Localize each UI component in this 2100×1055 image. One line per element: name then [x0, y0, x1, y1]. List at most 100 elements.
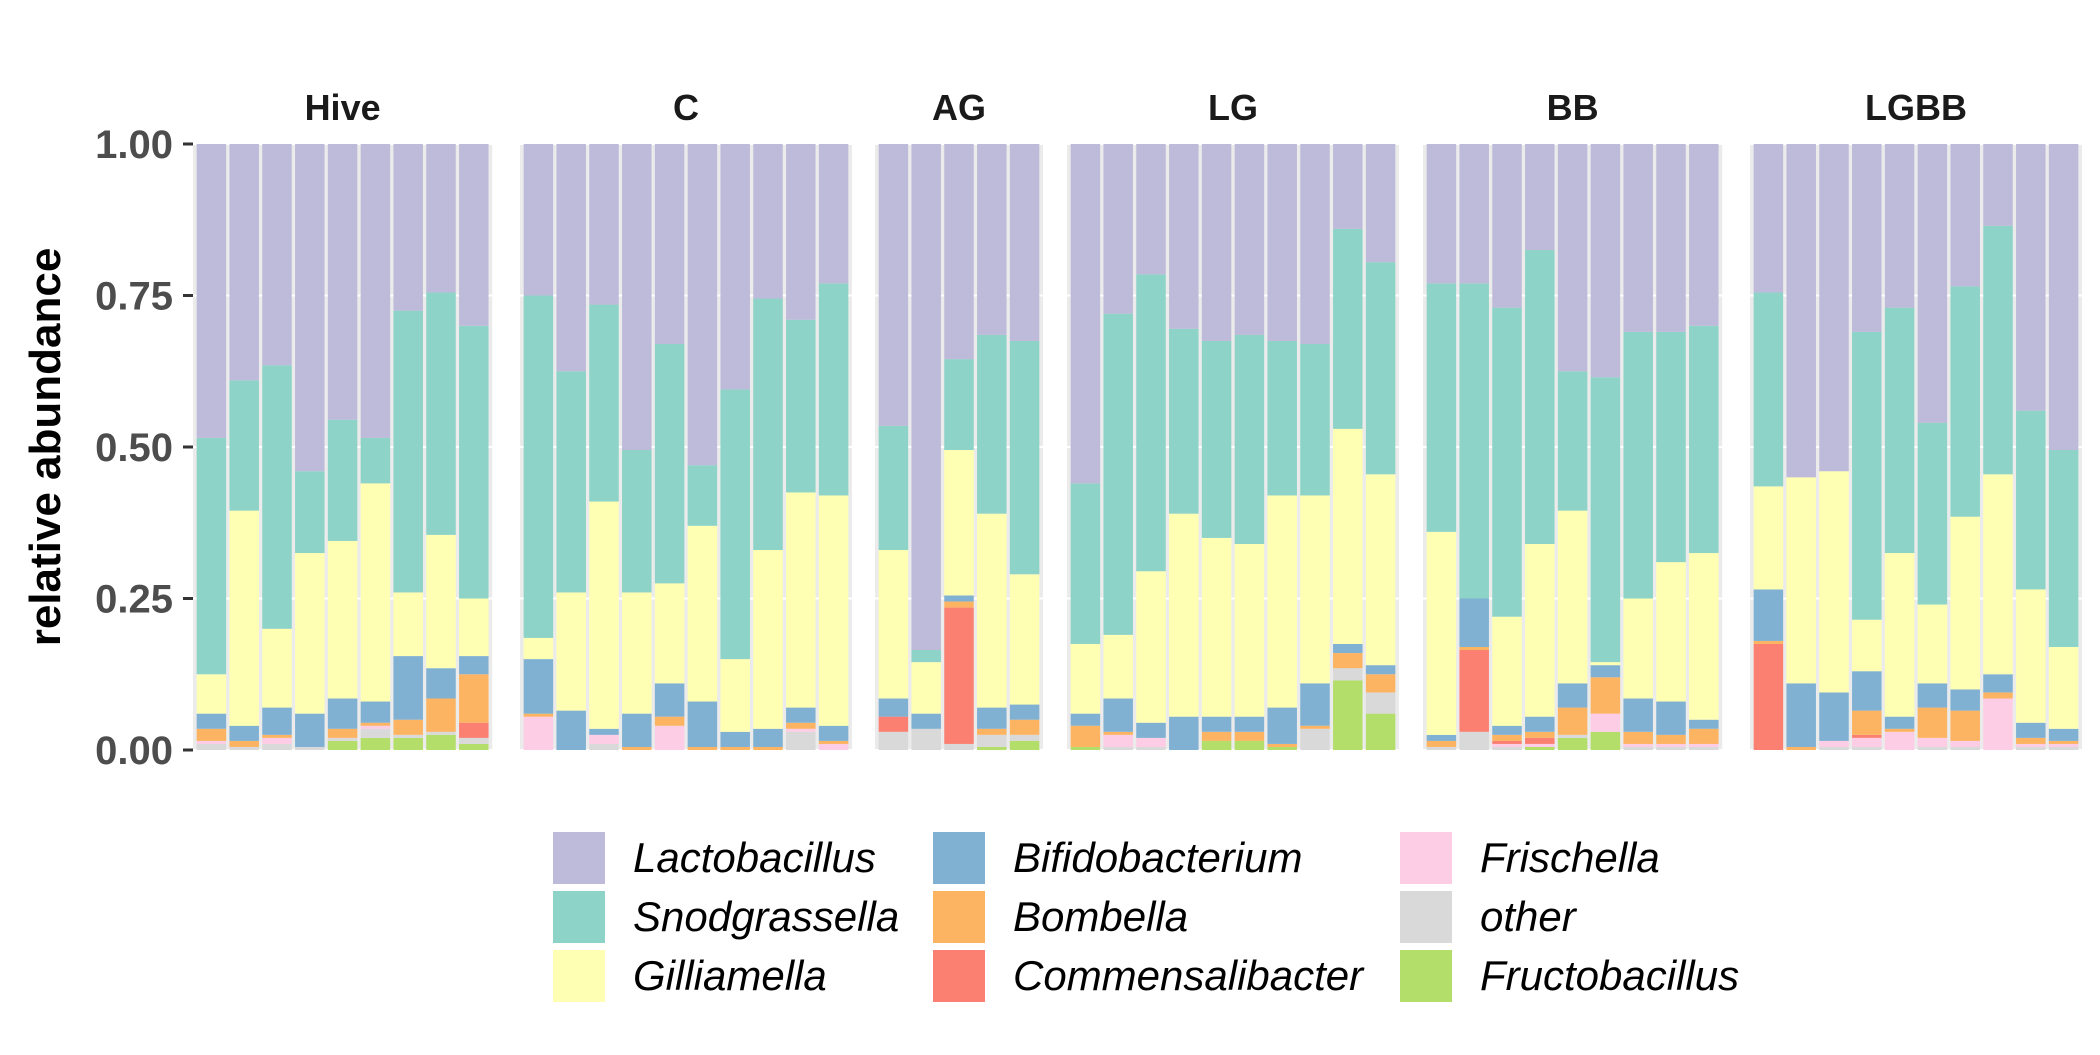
bar-segment-snodgrassella: [2048, 450, 2079, 647]
bar-segment-lactobacillus: [2048, 144, 2079, 451]
bar-segment-gilliamella: [1009, 574, 1040, 705]
bar-segment-snodgrassella: [1459, 283, 1489, 599]
bar-segment-commensalibacter: [1492, 740, 1522, 744]
bar-segment-other: [1492, 746, 1522, 750]
bar-segment-lactobacillus: [1492, 144, 1522, 308]
bar-segment-lactobacillus: [589, 144, 619, 305]
sample-bar: [720, 144, 750, 750]
bar-segment-frischella: [1492, 743, 1522, 747]
sample-bar: [1267, 144, 1297, 750]
bar-segment-lactobacillus: [1234, 144, 1265, 148]
bar-segment-commensalibacter: [1852, 734, 1882, 738]
bar-segment-gilliamella: [1819, 471, 1849, 693]
bar-segment-bifidobacterium: [687, 701, 718, 747]
bar-segment-snodgrassella: [1365, 262, 1396, 475]
bar-segment-bifidobacterium: [622, 713, 652, 747]
legend-label: Bombella: [1013, 893, 1188, 940]
bar-segment-gilliamella: [687, 525, 718, 702]
bar-segment-snodgrassella: [196, 437, 227, 675]
sample-bar: [878, 144, 909, 750]
bar-segment-other: [459, 737, 489, 744]
bar-segment-frischella: [818, 743, 849, 750]
bar-segment-other: [327, 737, 358, 741]
bar-segment-lactobacillus: [393, 144, 423, 311]
sample-bar: [327, 144, 358, 750]
bar-segment-other: [295, 746, 325, 750]
bar-segment-gilliamella: [911, 662, 941, 714]
sample-bar: [2016, 144, 2046, 750]
bar-segment-bifidobacterium: [977, 707, 1007, 729]
bar-segment-lactobacillus: [1590, 144, 1621, 378]
bar-segment-snodgrassella: [295, 471, 325, 554]
bar-segment-bifidobacterium: [1590, 665, 1621, 678]
bar-segment-snodgrassella: [262, 365, 292, 629]
bar-segment-lactobacillus: [1525, 144, 1555, 251]
bar-segment-bifidobacterium: [2016, 722, 2046, 738]
bar-segment-lactobacillus: [1917, 144, 1948, 423]
bar-segment-lactobacillus: [426, 144, 456, 293]
bar-segment-bifidobacterium: [1917, 683, 1948, 708]
bar-segment-snodgrassella: [1852, 331, 1882, 620]
bar-segment-bombella: [1009, 719, 1040, 735]
sample-bar: [1426, 144, 1457, 750]
legend-swatch: [1400, 832, 1452, 884]
bar-segment-commensalibacter: [1459, 650, 1489, 732]
bar-segment-bombella: [687, 746, 718, 750]
bar-segment-snodgrassella: [393, 310, 423, 593]
sample-bar: [360, 144, 391, 750]
bar-segment-bombella: [262, 734, 292, 738]
bar-segment-bifidobacterium: [459, 656, 489, 675]
bar-segment-gilliamella: [878, 550, 909, 699]
bar-segment-other: [944, 743, 974, 750]
bar-segment-gilliamella: [1525, 543, 1555, 717]
bar-segment-fructobacillus: [1365, 713, 1396, 750]
bar-segment-bifidobacterium: [1009, 704, 1040, 720]
legend-item-bifidobacterium: Bifidobacterium: [933, 832, 1302, 884]
facet-c: C: [520, 87, 852, 751]
bar-segment-bifidobacterium: [393, 656, 423, 720]
bar-segment-gilliamella: [1656, 562, 1686, 702]
bar-segment-gilliamella: [1492, 616, 1522, 726]
sample-bar: [622, 144, 652, 750]
bar-segment-lactobacillus: [1365, 144, 1396, 263]
bar-segment-gilliamella: [1234, 543, 1265, 717]
legend-item-frischella: Frischella: [1400, 832, 1660, 884]
bar-segment-snodgrassella: [1753, 292, 1784, 487]
bar-segment-lactobacillus: [1201, 144, 1232, 341]
bar-segment-gilliamella: [1169, 513, 1199, 717]
bar-segment-lactobacillus: [753, 144, 783, 299]
sample-bar: [1590, 144, 1621, 750]
bar-segment-gilliamella: [393, 592, 423, 657]
bar-segment-bifidobacterium: [1689, 719, 1719, 729]
bar-segment-other: [1917, 746, 1948, 750]
legend-label: Lactobacillus: [633, 834, 876, 881]
bar-segment-other: [1136, 746, 1166, 750]
bar-segment-frischella: [1852, 737, 1882, 747]
bar-segment-bombella: [229, 740, 259, 747]
bar-segment-snodgrassella: [654, 343, 685, 584]
bar-segment-gilliamella: [556, 592, 586, 711]
bar-segment-bifidobacterium: [229, 725, 259, 741]
bar-segment-bombella: [2016, 737, 2046, 744]
bar-segment-other: [2048, 746, 2079, 750]
bar-segment-snodgrassella: [2016, 410, 2046, 590]
sample-bar: [977, 144, 1007, 750]
bar-segment-gilliamella: [977, 513, 1007, 708]
sample-bar: [1656, 144, 1686, 750]
bar-segment-bifidobacterium: [1070, 713, 1101, 726]
bar-segment-gilliamella: [1070, 643, 1101, 714]
bar-segment-gilliamella: [1917, 604, 1948, 684]
bar-segment-fructobacillus: [1070, 746, 1101, 750]
bar-segment-bombella: [753, 746, 783, 750]
bar-segment-bombella: [1623, 731, 1653, 744]
bar-segment-frischella: [1136, 737, 1166, 747]
bar-segment-other: [229, 746, 259, 750]
legend-item-commensalibacter: Commensalibacter: [933, 950, 1365, 1002]
bar-segment-bombella: [786, 722, 816, 729]
bar-segment-bombella: [1234, 731, 1265, 741]
sample-bar: [229, 144, 259, 750]
legend: Lactobacillus Snodgrassella Gilliamella Bif…: [553, 832, 1739, 1002]
bar-segment-snodgrassella: [753, 298, 783, 551]
